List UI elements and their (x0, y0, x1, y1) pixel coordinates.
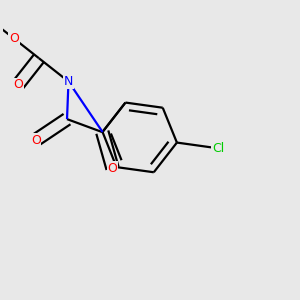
Text: O: O (108, 162, 118, 175)
Text: Cl: Cl (212, 142, 224, 155)
Text: O: O (9, 32, 19, 45)
Text: O: O (13, 78, 23, 91)
Text: N: N (64, 75, 73, 88)
Text: O: O (31, 134, 41, 146)
